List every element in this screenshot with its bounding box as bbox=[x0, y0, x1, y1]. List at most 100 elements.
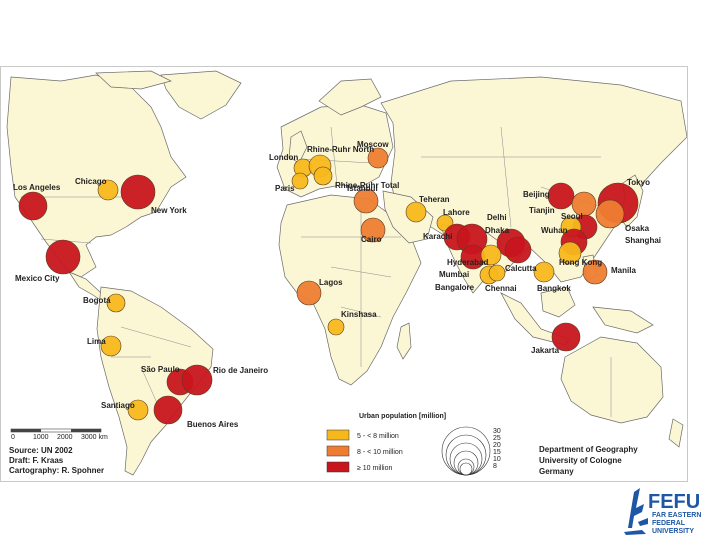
city-label-bangalore: Bangalore bbox=[435, 283, 475, 292]
city-label-hong-kong: Hong Kong bbox=[559, 258, 602, 267]
city-label-jakarta: Jakarta bbox=[531, 346, 560, 355]
new-zealand bbox=[668, 418, 684, 448]
legend-size-8: 8 bbox=[493, 463, 497, 470]
greenland bbox=[160, 70, 242, 120]
city-label-rio-de-janeiro: Rio de Janeiro bbox=[213, 366, 268, 375]
city-label-paris: Paris bbox=[275, 184, 295, 193]
map-credits: Source: UN 2002 Draft: F. Kraas Cartogra… bbox=[9, 446, 104, 475]
city-label-chennai: Chennai bbox=[485, 284, 517, 293]
city-label-cairo: Cairo bbox=[361, 235, 382, 244]
legend-size-20: 20 bbox=[493, 442, 501, 449]
city-marker-chennai bbox=[488, 264, 506, 282]
city-label-manila: Manila bbox=[611, 266, 636, 275]
legend-size-10: 10 bbox=[493, 456, 501, 463]
legend-size-circles bbox=[441, 426, 491, 476]
city-marker-istanbul bbox=[353, 188, 379, 214]
city-label-shanghai: Shanghai bbox=[625, 236, 661, 245]
city-label-mexico-city: Mexico City bbox=[15, 274, 60, 283]
australia bbox=[560, 336, 664, 424]
department-line-2: University of Cologne bbox=[539, 456, 622, 465]
city-label-lima: Lima bbox=[87, 337, 106, 346]
city-label-dhaka: Dhaka bbox=[485, 226, 510, 235]
city-label-kinshasa: Kinshasa bbox=[341, 310, 377, 319]
scale-tick-1000: 1000 bbox=[33, 434, 49, 441]
city-label-bangkok: Bangkok bbox=[537, 284, 571, 293]
credit-cartography: Cartography: R. Spohner bbox=[9, 466, 104, 475]
city-marker-mexico-city bbox=[45, 239, 81, 275]
city-markers bbox=[18, 147, 639, 425]
arctic-islands bbox=[95, 70, 172, 90]
city-label-lagos: Lagos bbox=[319, 278, 343, 287]
department-credit: Department of Geography University of Co… bbox=[539, 445, 638, 476]
borneo bbox=[540, 286, 576, 318]
city-label-hyderabad: Hyderabad bbox=[447, 258, 488, 267]
city-label-new-york: New York bbox=[151, 206, 187, 215]
city-label-moscow: Moscow bbox=[357, 140, 389, 149]
city-label-s-o-paulo: São Paulo bbox=[141, 365, 180, 374]
city-marker-moscow bbox=[367, 147, 389, 169]
city-label-beijing: Beijing bbox=[523, 190, 550, 199]
city-label-rhine-ruhr-total: Rhine-Ruhr Total bbox=[335, 181, 399, 190]
city-marker-chicago bbox=[97, 179, 119, 201]
logo-line-1: FAR EASTERN bbox=[652, 512, 701, 519]
city-label-lahore: Lahore bbox=[443, 208, 470, 217]
legend-title: Urban population [million] bbox=[359, 413, 446, 420]
legend-swatch-medium bbox=[326, 445, 350, 457]
logo-wordmark: FEFU bbox=[648, 491, 700, 513]
madagascar bbox=[396, 322, 412, 360]
credit-source: Source: UN 2002 bbox=[9, 446, 73, 455]
city-label-tokyo: Tokyo bbox=[627, 178, 650, 187]
city-label-rhine-ruhr-north: Rhine-Ruhr North bbox=[307, 145, 374, 154]
city-label-santiago: Santiago bbox=[101, 401, 135, 410]
legend-size-30: 30 bbox=[493, 428, 501, 435]
legend-label-large: ≥ 10 million bbox=[357, 465, 392, 472]
city-marker-rhine-ruhr-total bbox=[313, 166, 333, 186]
city-label-mumbai: Mumbai bbox=[439, 270, 469, 279]
city-marker-kinshasa bbox=[327, 318, 345, 336]
legend-label-small: 5 - < 8 million bbox=[357, 433, 399, 440]
city-marker-hyderabad bbox=[480, 244, 502, 266]
legend-label-medium: 8 - < 10 million bbox=[357, 449, 403, 456]
city-label-osaka: Osaka bbox=[625, 224, 650, 233]
population-legend: Urban population [million] 5 - < 8 milli… bbox=[326, 413, 501, 476]
city-marker-beijing bbox=[547, 182, 575, 210]
legend-size-15: 15 bbox=[493, 449, 501, 456]
city-labels: Los Angeles Chicago New York Mexico City Bog… bbox=[13, 140, 661, 429]
fefu-emblem-icon bbox=[624, 488, 648, 535]
logo-line-3: UNIVERSITY bbox=[652, 528, 694, 535]
city-label-teheran: Teheran bbox=[419, 195, 450, 204]
scale-tick-2000: 2000 bbox=[57, 434, 73, 441]
city-label-istanbul: Istanbul bbox=[347, 184, 378, 193]
legend-swatch-small bbox=[326, 429, 350, 441]
city-label-wuhan: Wuhan bbox=[541, 226, 568, 235]
city-marker-bangkok bbox=[533, 261, 555, 283]
city-label-los-angeles: Los Angeles bbox=[13, 183, 61, 192]
south-america bbox=[96, 286, 214, 476]
city-label-delhi: Delhi bbox=[487, 213, 507, 222]
city-label-seoul: Seoul bbox=[561, 212, 583, 221]
city-label-london: London bbox=[269, 153, 298, 162]
uk bbox=[288, 130, 308, 164]
city-label-calcutta: Calcutta bbox=[505, 264, 537, 273]
logo-line-2: FEDERAL bbox=[652, 520, 686, 527]
city-marker-teheran bbox=[405, 201, 427, 223]
new-guinea bbox=[592, 306, 654, 334]
credit-draft: Draft: F. Kraas bbox=[9, 456, 64, 465]
city-label-karachi: Karachi bbox=[423, 232, 452, 241]
city-marker-buenos-aires bbox=[153, 395, 183, 425]
fefu-logo: FEFU FAR EASTERN FEDERAL UNIVERSITY bbox=[624, 488, 701, 535]
city-marker-hong-kong bbox=[558, 241, 582, 265]
city-marker-manila bbox=[582, 259, 608, 285]
scale-tick-0: 0 bbox=[11, 434, 15, 441]
scale-bar: 0 1000 2000 3000 km bbox=[10, 428, 108, 441]
scale-tick-3000: 3000 km bbox=[81, 434, 108, 441]
city-marker-osaka bbox=[595, 199, 625, 229]
legend-swatch-large bbox=[326, 461, 350, 473]
city-marker-lima bbox=[100, 335, 122, 357]
city-marker-lagos bbox=[296, 280, 322, 306]
world-megacities-map: Los Angeles Chicago New York Mexico City Bog… bbox=[0, 66, 688, 482]
city-marker-cairo bbox=[360, 217, 386, 243]
city-label-bogot-: Bogotá bbox=[83, 296, 111, 305]
department-line-1: Department of Geography bbox=[539, 445, 638, 454]
city-label-tianjin: Tianjin bbox=[529, 206, 555, 215]
